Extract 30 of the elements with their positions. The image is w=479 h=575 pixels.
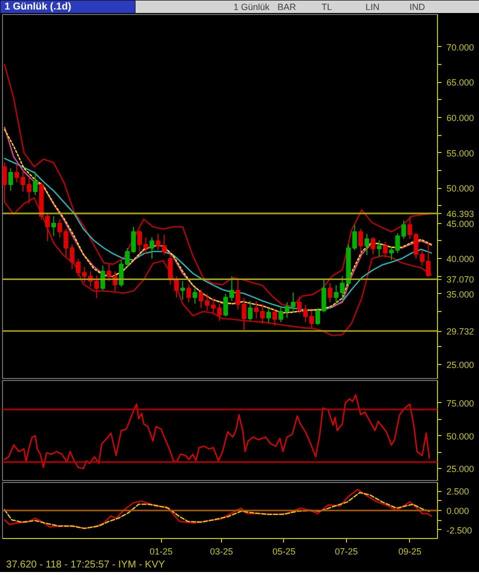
y-tick-label: 50.000	[446, 184, 474, 194]
y-tick-label: 50.000	[446, 431, 474, 442]
x-tick-label: 05-25	[272, 546, 296, 556]
ref-line-label: 46.393	[446, 208, 474, 219]
x-tick-label: 07-25	[334, 546, 358, 556]
x-tick-label: 09-25	[398, 546, 422, 556]
text: TL	[322, 2, 332, 12]
y-tick-label: 65.000	[446, 78, 474, 88]
y-tick-label: 45.000	[446, 218, 474, 229]
y-tick-label: 25.000	[446, 464, 474, 474]
x-tick-label: 01-25	[150, 546, 173, 556]
text: 37.620 - 118 - 17:25:57 - IYM - KVY	[6, 560, 166, 570]
y-tick-label: 70.000	[446, 42, 474, 52]
text: IND	[410, 2, 426, 12]
y-tick-label: 55.000	[446, 148, 474, 158]
text: 1 Günlük	[234, 2, 270, 12]
ref-line-label: 29.732	[446, 326, 474, 337]
ref-line-label: 37.070	[446, 274, 474, 285]
y-tick-label: 75.000	[446, 398, 474, 408]
y-tick-label: 0.000	[446, 506, 470, 516]
text: BAR	[278, 2, 297, 12]
text: LIN	[366, 2, 380, 12]
y-tick-label: -2.500	[446, 525, 472, 536]
x-tick-label: 03-25	[210, 546, 234, 556]
y-tick-label: 2.500	[446, 486, 470, 497]
y-tick-label: 60.000	[446, 112, 474, 123]
y-tick-label: 40.000	[446, 254, 474, 264]
chart-title: 1 Günlük (.1d)	[4, 2, 72, 12]
y-tick-label: 25.000	[446, 360, 474, 370]
y-tick-label: 35.000	[446, 289, 474, 300]
